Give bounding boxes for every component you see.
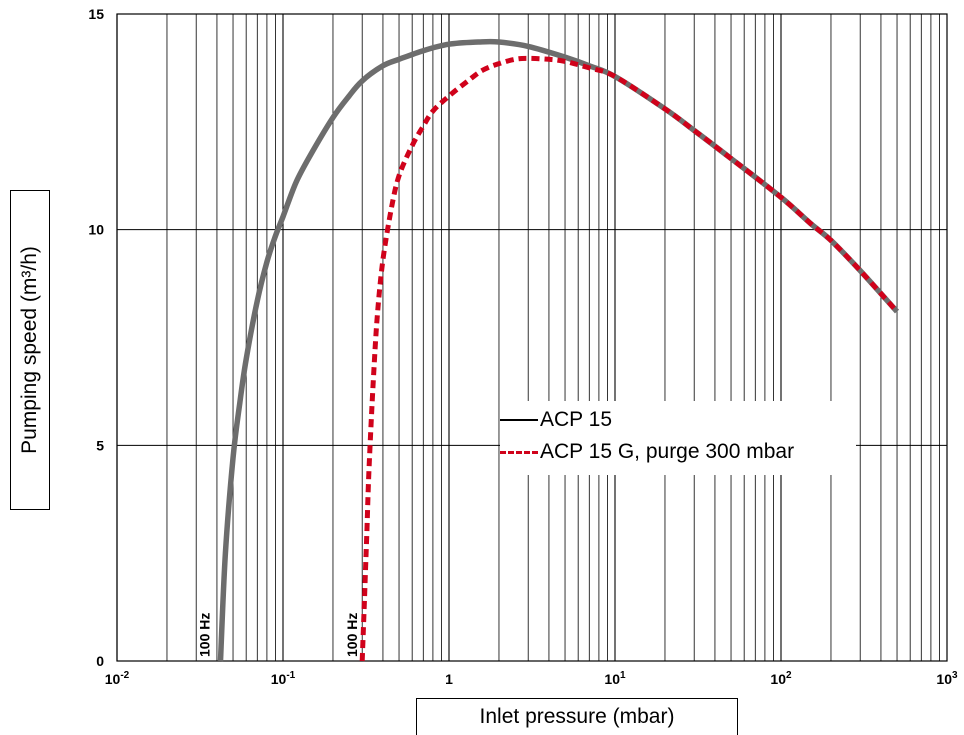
x-tick-label: 102 [770, 670, 792, 687]
y-tick-label: 0 [96, 653, 104, 669]
annotation-100hz: 100 Hz [344, 613, 360, 657]
legend: ACP 15 ACP 15 G, purge 300 mbar [500, 401, 856, 475]
x-tick-label: 101 [604, 670, 626, 687]
legend-item-acp15: ACP 15 [500, 405, 612, 435]
plot-border [116, 13, 948, 662]
tick-labels: 0 5 10 15 10-2 10-1 1 101 102 103 [88, 6, 958, 687]
plot-frame [116, 13, 948, 662]
legend-label: ACP 15 G, purge 300 mbar [540, 440, 795, 463]
legend-item-acp15g: ACP 15 G, purge 300 mbar [500, 437, 794, 467]
y-tick-label: 5 [96, 437, 104, 453]
y-axis-title: Pumping speed (m³/h) [18, 246, 41, 454]
x-tick-label: 1 [445, 671, 453, 687]
annotations: 100 Hz 100 Hz [196, 613, 360, 657]
series-line-acp15 [217, 38, 900, 662]
x-tick-label: 10-1 [271, 670, 296, 687]
x-tick-label: 103 [936, 670, 958, 687]
y-axis-title-box: Pumping speed (m³/h) [10, 190, 50, 510]
series-line-acp15g [359, 55, 899, 662]
annotation-100hz: 100 Hz [196, 613, 212, 657]
legend-swatch-solid [500, 419, 538, 421]
grid [116, 14, 947, 661]
y-tick-label: 10 [88, 222, 104, 238]
y-tick-label: 15 [88, 6, 104, 22]
legend-label: ACP 15 [540, 408, 612, 431]
x-axis-title: Inlet pressure (mbar) [479, 705, 675, 728]
legend-swatch-dashed [500, 450, 538, 454]
series-lines [217, 38, 900, 662]
x-tick-label: 10-2 [105, 670, 130, 687]
x-axis-title-box: Inlet pressure (mbar) [416, 698, 738, 735]
